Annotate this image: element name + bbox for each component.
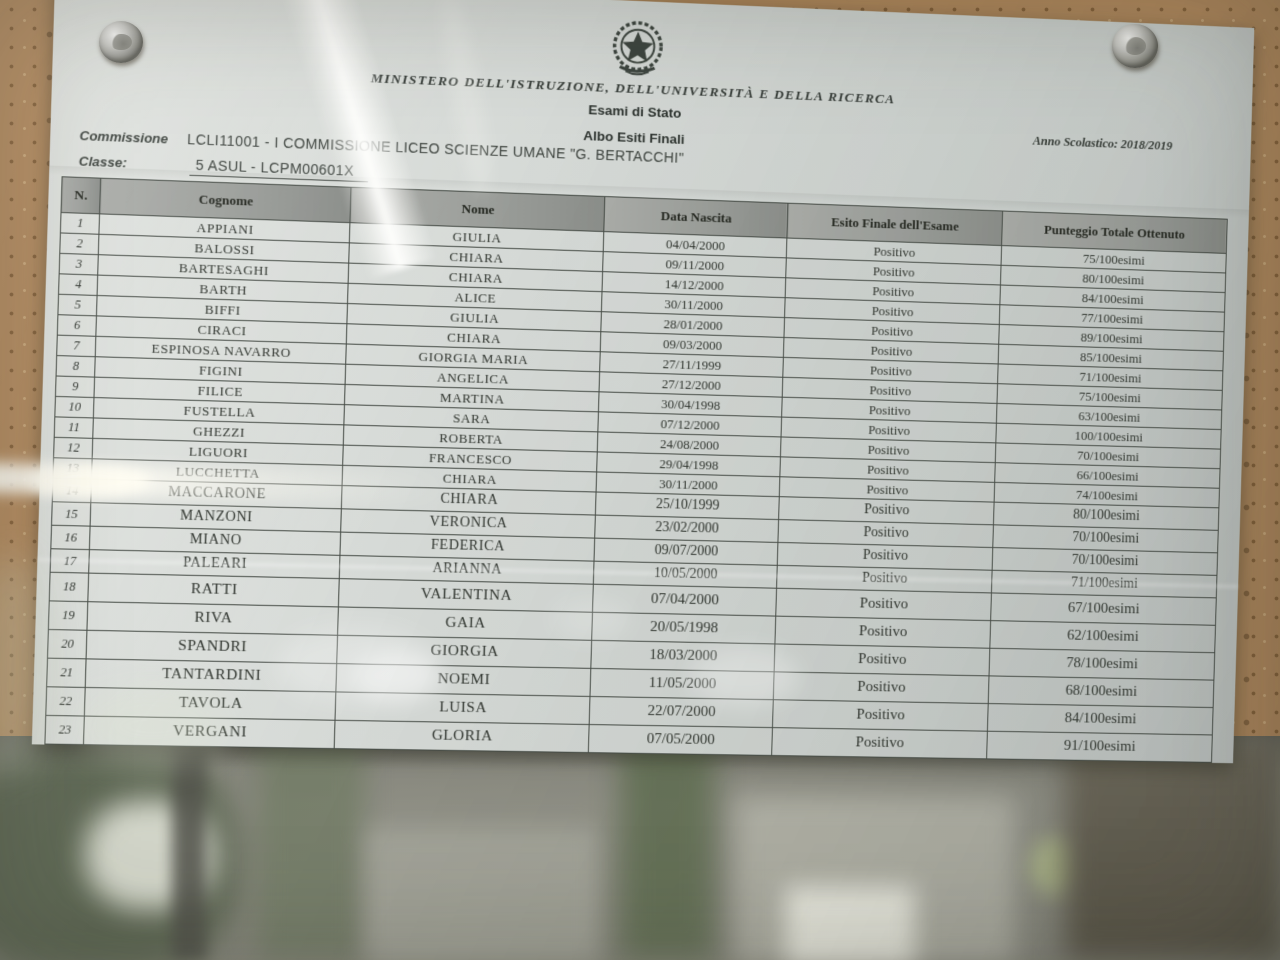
cell-number: 15	[51, 501, 92, 527]
glass-window-reflection	[0, 736, 1280, 960]
cell-number: 9	[55, 375, 95, 398]
pin-slot	[110, 33, 132, 51]
cell-number: 11	[54, 416, 94, 439]
cell-number: 5	[57, 294, 98, 316]
cell-data-nascita: 18/03/2000	[590, 640, 776, 672]
header-n: N.	[61, 176, 101, 214]
cell-data-nascita: 07/04/2000	[592, 584, 777, 617]
reflection-dark-right	[1065, 736, 1280, 960]
cell-data-nascita: 20/05/1998	[591, 612, 777, 644]
results-table: N. Cognome Nome Data Nascita Esito Final…	[44, 176, 1228, 763]
cell-nome: GLORIA	[334, 720, 590, 753]
cell-number: 12	[53, 437, 94, 459]
cell-punteggio: 84/100esimi	[986, 703, 1214, 735]
cell-punteggio: 68/100esimi	[987, 675, 1214, 708]
cell-data-nascita: 22/07/2000	[589, 696, 774, 728]
cell-data-nascita: 07/05/2000	[588, 724, 773, 756]
cell-punteggio: 91/100esimi	[986, 731, 1213, 763]
cell-esito: Positivo	[774, 643, 990, 676]
cell-number: 14	[52, 478, 92, 503]
cell-number: 19	[48, 600, 89, 631]
reflection-window-frame	[172, 736, 206, 960]
cell-nome: LUISA	[335, 691, 590, 725]
anno-scolastico-label: Anno Scolastico:	[1032, 133, 1119, 151]
cell-number: 3	[59, 253, 99, 276]
cell-number: 7	[56, 335, 97, 357]
cell-esito: Positivo	[772, 699, 988, 732]
cell-nome: NOEMI	[335, 663, 591, 697]
results-table-body: 1 APPIANI GIULIA 04/04/2000 Positivo 75/…	[44, 212, 1227, 763]
reflection-wall-patch	[365, 826, 600, 960]
cell-number: 2	[59, 232, 100, 255]
exam-results-sheet: MINISTERO DELL'ISTRUZIONE, DELL'UNIVERSI…	[31, 0, 1255, 764]
cell-number: 4	[58, 273, 99, 296]
cell-number: 23	[44, 715, 85, 745]
cell-cognome: TAVOLA	[84, 687, 336, 721]
commissione-label: Commissione	[79, 127, 169, 147]
cell-cognome: TANTARDINI	[85, 658, 337, 692]
reflection-tree-center	[620, 736, 715, 960]
push-pin-right-icon	[1112, 24, 1158, 68]
reflection-tree-mid	[255, 736, 365, 960]
reflection-sky-patch-center	[785, 886, 915, 960]
push-pin-left-icon	[99, 21, 143, 63]
cell-cognome: VERGANI	[83, 716, 336, 749]
cell-number: 1	[60, 212, 100, 235]
republic-emblem-icon	[611, 21, 663, 76]
cell-number: 18	[49, 572, 90, 602]
cell-number: 21	[46, 658, 87, 688]
cell-punteggio: 62/100esimi	[989, 620, 1216, 653]
cell-number: 10	[54, 396, 95, 418]
cell-number: 20	[47, 629, 88, 659]
cell-number: 13	[52, 457, 93, 480]
cell-number: 22	[45, 686, 86, 717]
cell-cognome: SPANDRI	[86, 630, 338, 664]
cell-number: 16	[50, 525, 91, 550]
cell-number: 6	[57, 314, 97, 337]
anno-scolastico-value: 2018/2019	[1120, 137, 1173, 153]
cell-punteggio: 78/100esimi	[988, 648, 1215, 681]
cell-data-nascita: 11/05/2000	[589, 668, 775, 700]
cell-number: 8	[56, 355, 96, 378]
cell-esito: Positivo	[771, 727, 987, 759]
pin-slot	[1123, 37, 1147, 55]
cell-esito: Positivo	[776, 588, 992, 621]
cell-esito: Positivo	[775, 616, 991, 649]
cell-esito: Positivo	[773, 671, 989, 704]
